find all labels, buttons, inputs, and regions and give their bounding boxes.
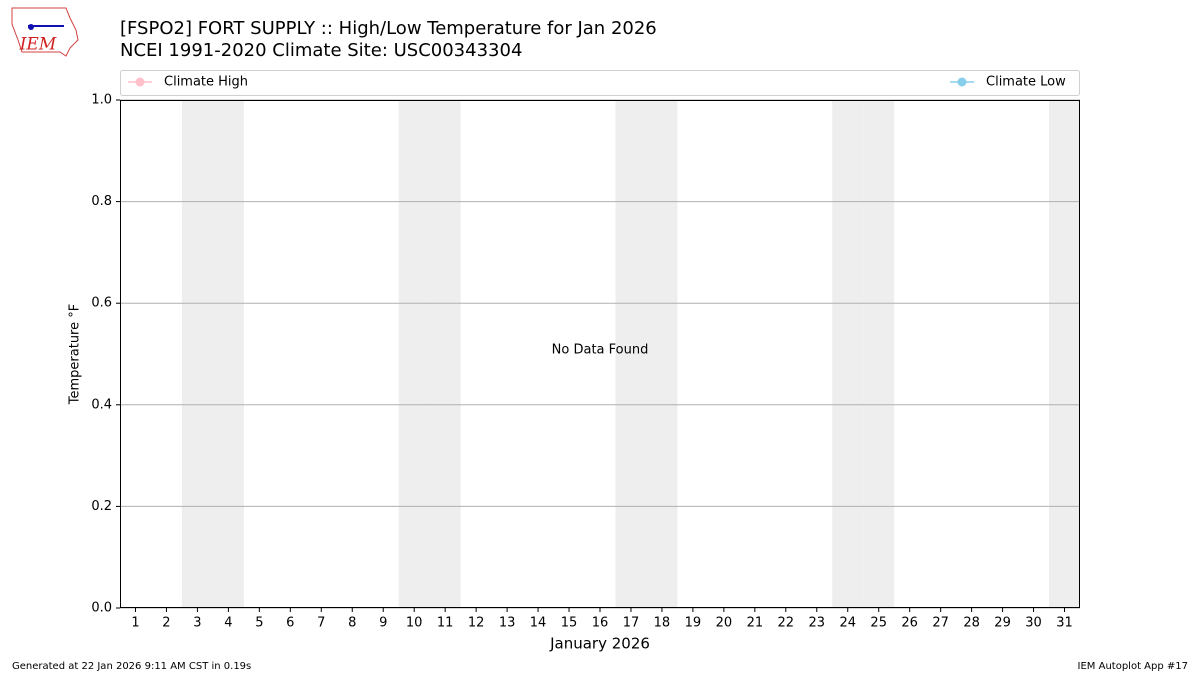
x-tick-label: 2 — [162, 616, 170, 631]
x-tick-label: 18 — [654, 616, 671, 631]
x-tick-label: 16 — [592, 616, 609, 631]
x-tick-label: 28 — [963, 616, 980, 631]
y-tick-label: 0.4 — [91, 397, 112, 412]
weekend-band — [1049, 100, 1080, 608]
footer-left: Generated at 22 Jan 2026 9:11 AM CST in … — [12, 661, 251, 672]
x-tick-label: 15 — [561, 616, 578, 631]
y-tick-label: 0.6 — [91, 296, 112, 311]
weekend-band — [863, 100, 895, 608]
x-tick-label: 17 — [623, 616, 640, 631]
y-tick-label: 0.2 — [91, 499, 112, 514]
x-tick-label: 14 — [530, 616, 547, 631]
x-tick-label: 19 — [685, 616, 702, 631]
x-tick-label: 13 — [499, 616, 516, 631]
x-tick-label: 31 — [1056, 616, 1073, 631]
logo-text: IEM — [19, 35, 57, 55]
logo-outline — [11, 7, 79, 57]
x-tick-label: 29 — [994, 616, 1011, 631]
x-tick-label: 27 — [932, 616, 949, 631]
weekend-band — [832, 100, 864, 608]
y-tick-label: 1.0 — [91, 93, 112, 108]
weekend-band — [212, 100, 244, 608]
x-tick-label: 7 — [317, 616, 325, 631]
x-tick-label: 9 — [379, 616, 387, 631]
footer-right: IEM Autoplot App #17 — [1078, 661, 1188, 672]
annotation: No Data Found — [552, 343, 649, 358]
legend-label: Climate Low — [986, 75, 1066, 90]
chart-title: [FSPO2] FORT SUPPLY :: High/Low Temperat… — [120, 18, 657, 39]
weekend-band — [181, 100, 213, 608]
legend-marker — [135, 77, 145, 87]
x-tick-label: 8 — [348, 616, 356, 631]
weekend-band — [398, 100, 430, 608]
y-tick-label: 0.8 — [91, 194, 112, 209]
weekend-band — [615, 100, 647, 608]
legend-marker — [957, 77, 967, 87]
weekend-band — [429, 100, 461, 608]
weekend-band — [646, 100, 678, 608]
x-tick-label: 1 — [131, 616, 139, 631]
y-tick-label: 0.0 — [91, 601, 112, 616]
chart-subtitle: NCEI 1991-2020 Climate Site: USC00343304 — [120, 40, 522, 61]
legend-box — [120, 70, 1080, 96]
x-tick-label: 20 — [716, 616, 733, 631]
x-tick-label: 3 — [193, 616, 201, 631]
y-axis-label: Temperature °F — [68, 304, 83, 405]
x-tick-label: 26 — [901, 616, 918, 631]
x-axis-label: January 2026 — [549, 635, 650, 653]
logo: IEM — [11, 7, 79, 57]
x-tick-label: 24 — [839, 616, 856, 631]
logo-dot — [28, 24, 34, 30]
x-tick-label: 22 — [778, 616, 795, 631]
x-tick-label: 25 — [870, 616, 887, 631]
x-tick-label: 11 — [437, 616, 454, 631]
x-tick-label: 5 — [255, 616, 263, 631]
x-tick-label: 6 — [286, 616, 294, 631]
x-tick-label: 4 — [224, 616, 232, 631]
x-tick-label: 30 — [1025, 616, 1042, 631]
x-tick-label: 23 — [809, 616, 826, 631]
x-tick-label: 12 — [468, 616, 485, 631]
legend-label: Climate High — [164, 75, 248, 90]
plot-frame — [120, 100, 1080, 608]
plot-area — [120, 99, 1080, 609]
x-tick-label: 21 — [747, 616, 764, 631]
x-tick-label: 10 — [406, 616, 423, 631]
